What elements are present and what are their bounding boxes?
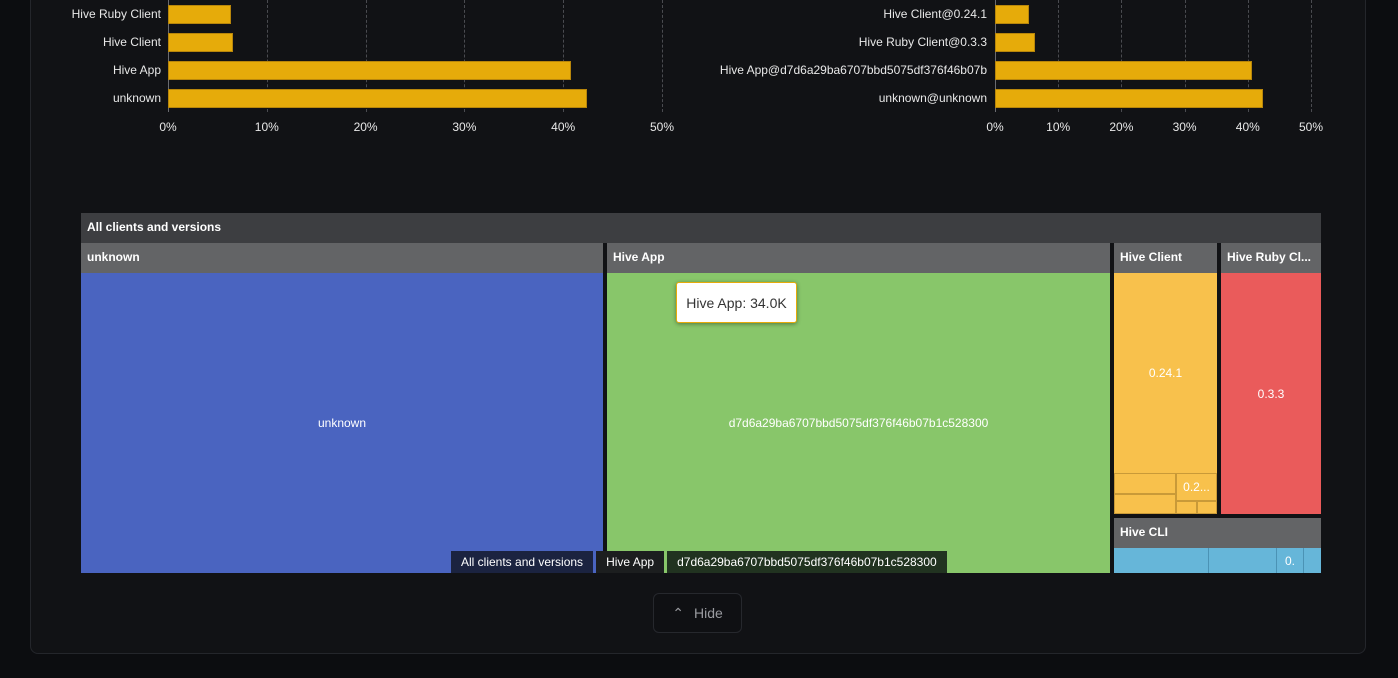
- breadcrumb-hive-app[interactable]: Hive App: [596, 551, 665, 573]
- hide-button[interactable]: ⌃ Hide: [653, 593, 742, 633]
- tooltip: Hive App: 34.0K: [676, 282, 797, 323]
- x-tick-label: 50%: [1298, 120, 1324, 134]
- x-tick-label: 0%: [986, 120, 1004, 134]
- category-label: unknown@unknown: [878, 91, 987, 105]
- gridline: [464, 0, 466, 112]
- x-tick-label: 10%: [1046, 120, 1071, 134]
- gridline: [662, 0, 663, 112]
- gridline: [266, 0, 268, 112]
- x-tick-label: 40%: [1235, 120, 1260, 134]
- x-tick-label: 30%: [452, 120, 477, 134]
- breadcrumb: All clients and versions Hive App d7d6a2…: [451, 551, 947, 573]
- cell-hive-cli-version[interactable]: [1304, 548, 1321, 573]
- group-header-hive-cli[interactable]: Hive CLI: [1114, 518, 1321, 548]
- cell-hive-cli-version[interactable]: [1209, 548, 1277, 573]
- gridline: [1184, 0, 1186, 112]
- cell-hive-client-0-2[interactable]: 0.2...: [1176, 473, 1217, 501]
- y-axis: [995, 0, 996, 112]
- treemap-root-header[interactable]: All clients and versions: [81, 213, 1321, 243]
- group-header-hive-client[interactable]: Hive Client: [1114, 243, 1217, 273]
- clients-bar-chart: 0% 10% 20% 30% 40% 50% Hive Ruby Client Hive Cl…: [0, 0, 1398, 140]
- gridline: [1311, 0, 1312, 112]
- gridline: [1058, 0, 1060, 112]
- x-tick-label: 40%: [551, 120, 576, 134]
- cell-hive-cli-version[interactable]: [1114, 548, 1209, 573]
- x-tick-label: 50%: [649, 120, 675, 134]
- category-label: Hive Client: [102, 35, 161, 49]
- cell-hive-client-small[interactable]: [1114, 494, 1176, 514]
- cell-hive-app-version[interactable]: d7d6a29ba6707bbd5075df376f46b07b1c528300: [607, 273, 1110, 573]
- y-axis: [168, 0, 169, 112]
- bar[interactable]: [168, 89, 587, 108]
- gridline: [563, 0, 565, 112]
- cell-hive-client-small[interactable]: [1197, 501, 1217, 514]
- breadcrumb-root[interactable]: All clients and versions: [451, 551, 597, 573]
- bar[interactable]: [995, 5, 1030, 24]
- cell-unknown[interactable]: unknown: [81, 273, 603, 573]
- breadcrumb-version[interactable]: d7d6a29ba6707bbd5075df376f46b07b1c528300: [664, 551, 947, 573]
- category-label: Hive Client@0.24.1: [883, 7, 987, 21]
- cell-hive-client-0-24-1[interactable]: 0.24.1: [1114, 273, 1217, 473]
- bar[interactable]: [995, 89, 1263, 108]
- group-header-unknown[interactable]: unknown: [81, 243, 603, 273]
- cell-hive-client-small[interactable]: [1176, 501, 1197, 514]
- gridline: [1247, 0, 1249, 112]
- group-header-hive-ruby-client[interactable]: Hive Ruby Cl...: [1221, 243, 1321, 273]
- bar[interactable]: [995, 33, 1035, 52]
- x-tick-label: 20%: [1109, 120, 1134, 134]
- category-label: Hive App: [112, 63, 161, 77]
- category-label: Hive App@d7d6a29ba6707bbd5075df376f46b07…: [719, 63, 987, 77]
- gridline: [365, 0, 367, 112]
- bar[interactable]: [168, 33, 234, 52]
- bar[interactable]: [995, 61, 1253, 80]
- x-tick-label: 10%: [254, 120, 279, 134]
- versions-bar-chart: 0% 10% 20% 30% 40% 50% Hive Client@0.24.1 Hive …: [0, 0, 1398, 140]
- category-label: unknown: [112, 91, 161, 105]
- cell-hive-ruby-0-3-3[interactable]: 0.3.3: [1221, 273, 1321, 514]
- x-tick-label: 0%: [159, 120, 177, 134]
- category-label: Hive Ruby Client: [71, 7, 161, 21]
- hide-label: Hide: [693, 605, 723, 621]
- bar[interactable]: [168, 5, 232, 24]
- cell-hive-cli-version[interactable]: 0.: [1277, 548, 1304, 573]
- x-tick-label: 30%: [1172, 120, 1197, 134]
- gridline: [1121, 0, 1123, 112]
- group-header-hive-app[interactable]: Hive App: [607, 243, 1110, 273]
- category-label: Hive Ruby Client@0.3.3: [858, 35, 987, 49]
- x-tick-label: 20%: [353, 120, 378, 134]
- cell-hive-client-small[interactable]: [1114, 473, 1176, 494]
- bar[interactable]: [168, 61, 572, 80]
- chevron-up-icon: ⌃: [672, 604, 684, 621]
